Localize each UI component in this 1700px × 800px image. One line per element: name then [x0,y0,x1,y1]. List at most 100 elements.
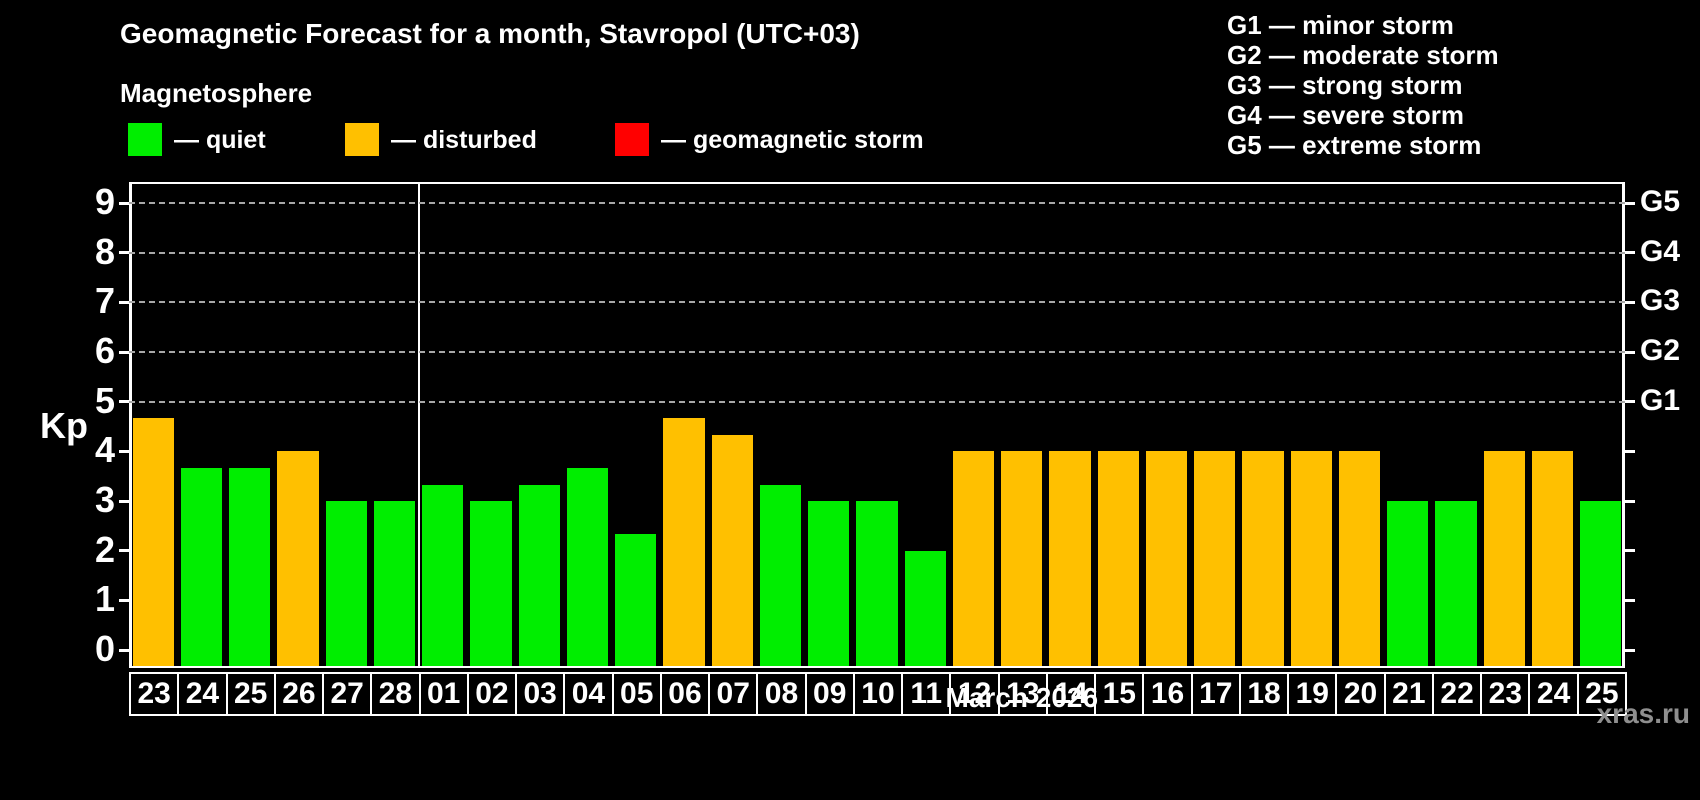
date-label-02: 02 [466,672,518,716]
page-title: Geomagnetic Forecast for a month, Stavro… [120,18,860,49]
kp-bar-day-08 [759,484,802,666]
legend-label-disturbed: — disturbed [391,126,537,154]
y-tick-label: 4 [94,429,115,471]
magnetosphere-label: Magnetosphere [120,78,313,108]
date-label-18: 18 [1238,672,1290,716]
kp-bar-day-04 [566,467,609,666]
y-tick-label: 2 [94,528,115,570]
kp-bar-day-23 [132,418,174,666]
date-label-07: 07 [708,672,759,716]
kp-bar-day-12 [952,451,995,666]
kp-bar-day-06 [663,418,705,666]
y-tick-left [119,201,129,205]
legend-label-quiet: — quiet [174,126,266,154]
kp-bar-day-05 [615,534,657,666]
y-tick-right [1625,598,1635,602]
g-axis-label: G1 [1640,383,1681,417]
gridline-kp-6 [129,351,1625,354]
date-label-25: 25 [225,672,276,716]
kp-bar-day-23 [1483,451,1525,666]
kp-bar-day-24 [1531,451,1574,666]
kp-bar-day-15 [1097,451,1139,666]
g-legend-line: G1 — minor storm [1227,10,1454,40]
g-legend-line: G5 — extreme storm [1227,130,1482,160]
g-axis-label: G2 [1640,334,1681,368]
gridline-kp-5 [129,400,1625,403]
date-label-11: 11 [901,672,952,716]
kp-bar-day-09 [808,501,850,666]
month-separator-line [417,182,420,668]
y-tick-right [1625,648,1635,652]
date-label-05: 05 [611,672,662,716]
date-label-20: 20 [1335,672,1386,716]
y-tick-right [1625,549,1635,553]
y-tick-label: 1 [94,578,115,620]
date-label-08: 08 [756,672,807,716]
watermark: xras.ru [1596,698,1690,729]
date-label-28: 28 [370,672,421,716]
date-label-15: 15 [1094,672,1145,716]
y-tick-label: 6 [94,330,115,372]
date-label-06: 06 [659,672,711,716]
kp-bar-day-27 [325,501,367,666]
y-tick-left [119,449,129,453]
kp-bar-day-01 [422,484,464,666]
date-label-16: 16 [1142,672,1193,716]
date-label-24: 24 [177,672,228,716]
kp-bar-day-18 [1242,451,1284,666]
g-legend-line: G3 — strong storm [1227,70,1463,100]
kp-bar-day-20 [1338,451,1381,666]
legend-label-storm: — geomagnetic storm [661,126,924,154]
g-axis-label: G4 [1640,234,1681,268]
date-label-19: 19 [1287,672,1338,716]
y-tick-label: 3 [94,479,115,521]
date-label-04: 04 [563,672,614,716]
y-tick-right [1625,300,1635,304]
x-axis-month-label: March 2026 [945,682,1099,713]
y-tick-right [1625,350,1635,354]
date-label-09: 09 [804,672,855,716]
gridline-kp-9 [129,202,1625,205]
y-tick-label: 9 [94,181,115,223]
date-label-23: 23 [1480,672,1531,716]
kp-bar-day-25 [1580,501,1622,666]
y-tick-right [1625,499,1635,503]
g-legend-line: G2 — moderate storm [1227,40,1499,70]
date-label-03: 03 [515,672,566,716]
kp-bar-day-22 [1435,501,1477,666]
kp-bar-day-07 [711,434,753,666]
date-label-01: 01 [418,672,469,716]
y-tick-label: 7 [94,280,115,322]
y-tick-label: 5 [94,379,115,421]
kp-bar-day-25 [229,467,271,666]
date-label-23: 23 [129,672,180,716]
kp-bar-day-10 [856,501,898,666]
kp-bar-day-11 [904,550,946,666]
g-axis-label: G3 [1640,284,1681,318]
kp-bar-day-19 [1290,451,1332,666]
g-legend-line: G4 — severe storm [1227,100,1465,130]
date-label-26: 26 [273,672,325,716]
y-tick-left [119,598,129,602]
kp-bar-day-13 [1001,451,1043,666]
y-tick-left [119,648,129,652]
y-tick-right [1625,400,1635,404]
kp-bar-day-17 [1194,451,1236,666]
kp-bar-day-24 [180,467,222,666]
y-tick-left [119,350,129,354]
kp-bar-day-21 [1387,501,1429,666]
kp-bar-day-03 [518,484,560,666]
y-tick-label: 0 [94,628,115,669]
date-label-22: 22 [1431,672,1483,716]
legend-swatch-storm [615,123,649,156]
g-scale-legend: G1 — minor storm G2 — moderate storm G3 — … [1227,10,1499,160]
date-label-21: 21 [1383,672,1434,716]
y-tick-left [119,400,129,404]
date-label-25: 25 [1576,672,1627,716]
date-label-24: 24 [1528,672,1579,716]
gridline-kp-7 [129,301,1625,304]
kp-bar-day-26 [277,451,319,666]
y-axis-title: Kp [40,404,88,446]
y-tick-label: 8 [94,230,115,272]
kp-bar-day-16 [1145,451,1188,666]
